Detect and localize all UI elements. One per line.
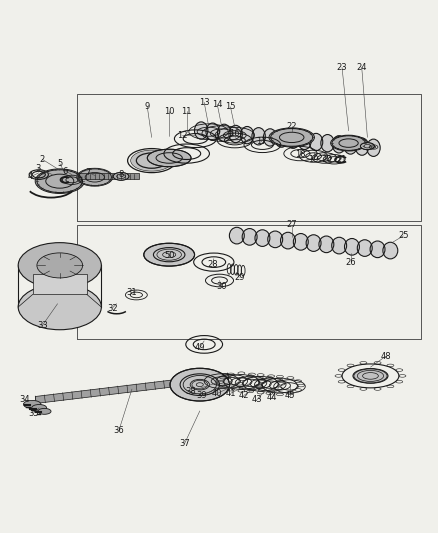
Ellipse shape	[229, 227, 244, 244]
Ellipse shape	[344, 238, 359, 255]
Ellipse shape	[240, 126, 253, 144]
Text: 14: 14	[212, 100, 222, 109]
Ellipse shape	[267, 231, 282, 248]
Ellipse shape	[263, 129, 276, 146]
Text: 39: 39	[196, 391, 207, 400]
Ellipse shape	[366, 139, 379, 156]
Text: 45: 45	[284, 391, 294, 400]
Ellipse shape	[332, 136, 345, 153]
Text: 11: 11	[181, 107, 191, 116]
Text: 24: 24	[356, 63, 366, 72]
Polygon shape	[35, 373, 228, 403]
Ellipse shape	[18, 243, 101, 288]
Ellipse shape	[286, 131, 299, 148]
Text: 2: 2	[39, 155, 45, 164]
Ellipse shape	[170, 368, 229, 401]
Text: 40: 40	[212, 389, 222, 398]
Ellipse shape	[37, 253, 82, 278]
Ellipse shape	[18, 284, 101, 330]
Text: 33: 33	[37, 321, 48, 330]
Ellipse shape	[23, 400, 41, 408]
Text: 19: 19	[307, 155, 318, 164]
Polygon shape	[78, 173, 138, 180]
Ellipse shape	[35, 169, 84, 193]
Text: 38: 38	[185, 387, 196, 395]
Text: 50: 50	[163, 251, 174, 260]
Text: 13: 13	[198, 98, 209, 107]
Text: 6: 6	[63, 167, 68, 175]
Text: 32: 32	[107, 304, 117, 312]
Ellipse shape	[297, 132, 311, 150]
Ellipse shape	[229, 125, 242, 143]
Ellipse shape	[144, 243, 194, 266]
Ellipse shape	[274, 130, 288, 147]
Text: 41: 41	[225, 389, 235, 398]
Text: 25: 25	[397, 231, 408, 240]
Text: 48: 48	[380, 352, 390, 361]
Text: 23: 23	[336, 63, 346, 72]
Text: 30: 30	[216, 282, 226, 290]
Text: 27: 27	[286, 221, 297, 229]
Ellipse shape	[251, 127, 265, 145]
Ellipse shape	[242, 229, 257, 245]
Text: 15: 15	[225, 102, 235, 111]
Ellipse shape	[357, 240, 371, 256]
Text: 5: 5	[57, 159, 62, 168]
Text: 7: 7	[85, 168, 91, 177]
Ellipse shape	[305, 235, 320, 252]
Ellipse shape	[360, 143, 374, 150]
Ellipse shape	[369, 241, 384, 257]
Text: 26: 26	[345, 257, 355, 266]
Text: 43: 43	[251, 395, 261, 405]
Bar	[33, 273, 87, 294]
Text: 20: 20	[321, 155, 331, 164]
Ellipse shape	[217, 124, 230, 141]
Text: 4: 4	[28, 172, 33, 181]
Ellipse shape	[382, 242, 397, 259]
Text: 22: 22	[286, 122, 296, 131]
Text: 35: 35	[28, 409, 39, 417]
Text: 31: 31	[127, 288, 137, 297]
Ellipse shape	[194, 122, 208, 139]
Ellipse shape	[343, 137, 357, 154]
Ellipse shape	[280, 232, 295, 249]
Ellipse shape	[354, 138, 368, 155]
Text: 36: 36	[113, 426, 124, 435]
Text: 18: 18	[294, 150, 305, 159]
Text: 44: 44	[266, 393, 277, 402]
Ellipse shape	[32, 405, 46, 411]
Ellipse shape	[318, 236, 333, 253]
Ellipse shape	[309, 133, 322, 151]
Text: 37: 37	[179, 439, 189, 448]
Ellipse shape	[147, 149, 191, 167]
Text: 9: 9	[145, 102, 150, 111]
Ellipse shape	[331, 237, 346, 254]
Ellipse shape	[131, 150, 172, 171]
Text: 29: 29	[233, 273, 244, 282]
Text: 21: 21	[336, 155, 346, 164]
Ellipse shape	[330, 135, 366, 151]
Text: 16: 16	[229, 128, 240, 138]
Ellipse shape	[113, 172, 129, 180]
Ellipse shape	[268, 128, 314, 147]
Ellipse shape	[254, 230, 269, 246]
Ellipse shape	[320, 134, 333, 152]
Text: 28: 28	[207, 260, 218, 269]
Ellipse shape	[38, 408, 51, 414]
Ellipse shape	[77, 168, 113, 186]
Text: 49: 49	[194, 343, 205, 352]
Text: 34: 34	[19, 395, 30, 405]
Text: 8: 8	[118, 170, 124, 179]
Text: 10: 10	[163, 107, 174, 116]
Ellipse shape	[293, 233, 307, 250]
Text: 42: 42	[238, 391, 248, 400]
Ellipse shape	[353, 369, 386, 383]
Text: 3: 3	[35, 164, 40, 173]
Ellipse shape	[205, 123, 219, 140]
Text: 17: 17	[255, 138, 266, 146]
Text: 12: 12	[177, 131, 187, 140]
